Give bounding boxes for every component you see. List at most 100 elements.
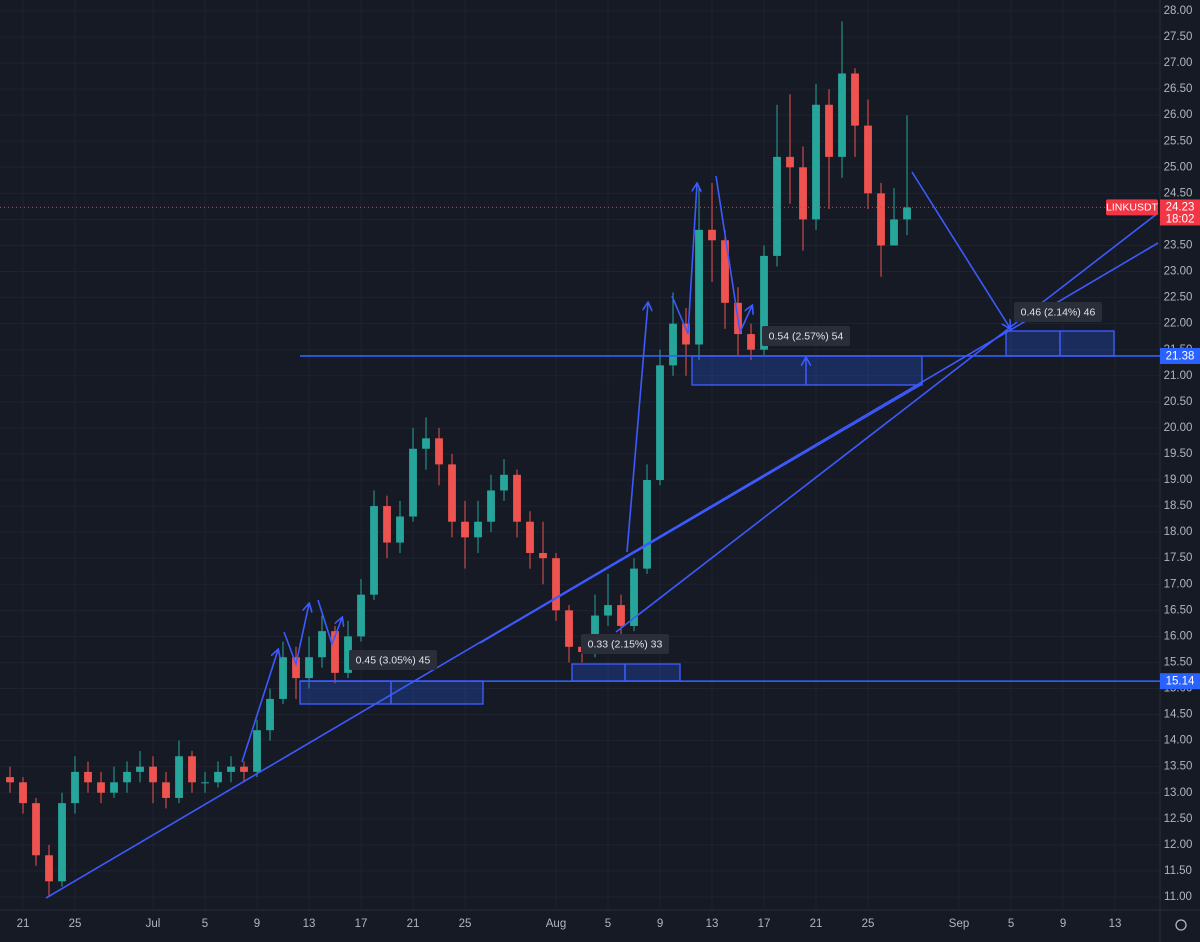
candle-body bbox=[240, 766, 248, 772]
annotation-bg bbox=[762, 326, 850, 346]
y-tick-label: 26.00 bbox=[1164, 109, 1193, 121]
candle-body bbox=[45, 855, 53, 882]
y-tick-label: 14.50 bbox=[1164, 709, 1193, 721]
candle-body bbox=[357, 594, 365, 637]
x-tick-label: 21 bbox=[810, 918, 823, 930]
candle-body bbox=[903, 207, 911, 220]
y-tick-label: 27.00 bbox=[1164, 57, 1193, 69]
candle-body bbox=[266, 698, 274, 731]
x-tick-label: Sep bbox=[949, 918, 969, 930]
y-tick-label: 18.50 bbox=[1164, 500, 1193, 512]
candle-body bbox=[864, 125, 872, 194]
range-box bbox=[571, 663, 681, 682]
x-tick-label: 5 bbox=[202, 918, 208, 930]
candle-body bbox=[474, 521, 482, 538]
candle-body bbox=[656, 365, 664, 481]
candle-body bbox=[812, 104, 820, 220]
candle-body bbox=[461, 521, 469, 538]
y-tick-label: 22.00 bbox=[1164, 318, 1193, 330]
labels: 11.00 11.50 12.00 12.50 13.00 13.50 14.00 14.50… bbox=[17, 5, 1200, 930]
x-tick-label: Aug bbox=[546, 918, 566, 930]
y-tick-label: 16.50 bbox=[1164, 604, 1193, 616]
candle-body bbox=[526, 521, 534, 553]
y-tick-label: 20.50 bbox=[1164, 396, 1193, 408]
annotation: 0.33 (2.15%) 33 bbox=[588, 638, 663, 650]
candle-body bbox=[747, 334, 755, 350]
candle-body bbox=[695, 229, 703, 345]
y-tick-label: 21.00 bbox=[1164, 370, 1193, 382]
x-tick-label: 9 bbox=[657, 918, 663, 930]
x-tick-label: 13 bbox=[706, 918, 719, 930]
price-label-bg bbox=[1160, 347, 1200, 364]
candle-body bbox=[539, 552, 547, 559]
candle-body bbox=[513, 474, 521, 522]
y-tick-label: 25.50 bbox=[1164, 135, 1193, 147]
candles bbox=[0, 21, 1160, 897]
candle-body bbox=[370, 506, 378, 595]
y-tick-label: 12.00 bbox=[1164, 839, 1193, 851]
symbol-bg bbox=[1106, 199, 1158, 216]
candle-body bbox=[760, 255, 768, 350]
x-tick-label: 13 bbox=[303, 918, 316, 930]
x-tick-label: 17 bbox=[355, 918, 368, 930]
candle-body bbox=[617, 605, 625, 626]
price-label: 15.14 bbox=[1166, 676, 1195, 688]
candle-body bbox=[227, 766, 235, 772]
y-tick-label: 17.50 bbox=[1164, 552, 1193, 564]
x-tick-label: 25 bbox=[459, 918, 472, 930]
y-tick-label: 20.00 bbox=[1164, 422, 1193, 434]
candle-body bbox=[669, 323, 677, 366]
price-label: 21.38 bbox=[1166, 351, 1195, 363]
candle-body bbox=[487, 490, 495, 522]
candle-body bbox=[604, 605, 612, 616]
candle-body bbox=[58, 803, 66, 882]
candle-body bbox=[110, 782, 118, 793]
settings-icon[interactable] bbox=[1175, 919, 1187, 931]
y-tick-label: 24.50 bbox=[1164, 187, 1193, 199]
x-tick-label: 5 bbox=[1008, 918, 1014, 930]
candle-body bbox=[422, 438, 430, 449]
candle-body bbox=[786, 156, 794, 168]
y-tick-label: 26.50 bbox=[1164, 83, 1193, 95]
candle-body bbox=[851, 73, 859, 126]
y-tick-label: 27.50 bbox=[1164, 31, 1193, 43]
x-tick-label: Jul bbox=[146, 918, 161, 930]
candle-body bbox=[591, 615, 599, 653]
candle-body bbox=[19, 782, 27, 804]
trendline bbox=[45, 242, 1159, 899]
annotation: 0.46 (2.14%) 46 bbox=[1021, 306, 1096, 318]
x-tick-label: 9 bbox=[254, 918, 260, 930]
price-label-bg bbox=[1160, 673, 1200, 690]
last-price-bg bbox=[1160, 199, 1200, 226]
y-tick-label: 23.50 bbox=[1164, 240, 1193, 252]
arrow bbox=[911, 171, 1010, 328]
candle-body bbox=[708, 229, 716, 241]
y-tick-label: 28.00 bbox=[1164, 5, 1193, 17]
annotation-bg bbox=[1014, 302, 1102, 322]
candle-body bbox=[279, 657, 287, 699]
candle-body bbox=[643, 480, 651, 569]
candle-body bbox=[175, 756, 183, 798]
candle-body bbox=[890, 219, 898, 246]
candle-body bbox=[331, 631, 339, 673]
candle-body bbox=[396, 516, 404, 543]
candle-body bbox=[383, 506, 391, 543]
candle-body bbox=[136, 766, 144, 772]
candle-body bbox=[500, 474, 508, 491]
candle-body bbox=[435, 438, 443, 465]
y-tick-label: 14.00 bbox=[1164, 735, 1193, 747]
candle-body bbox=[799, 167, 807, 220]
x-tick-label: 25 bbox=[862, 918, 875, 930]
candle-body bbox=[188, 756, 196, 783]
candle-body bbox=[123, 771, 131, 783]
arrow bbox=[283, 604, 309, 667]
candle-body bbox=[305, 657, 313, 679]
x-tick-label: 9 bbox=[1060, 918, 1066, 930]
candle-body bbox=[344, 636, 352, 673]
y-tick-label: 11.50 bbox=[1164, 865, 1192, 877]
annotation: 0.45 (3.05%) 45 bbox=[356, 654, 431, 666]
y-tick-label: 17.00 bbox=[1164, 578, 1193, 590]
candle-body bbox=[318, 631, 326, 658]
candle-body bbox=[6, 777, 14, 783]
